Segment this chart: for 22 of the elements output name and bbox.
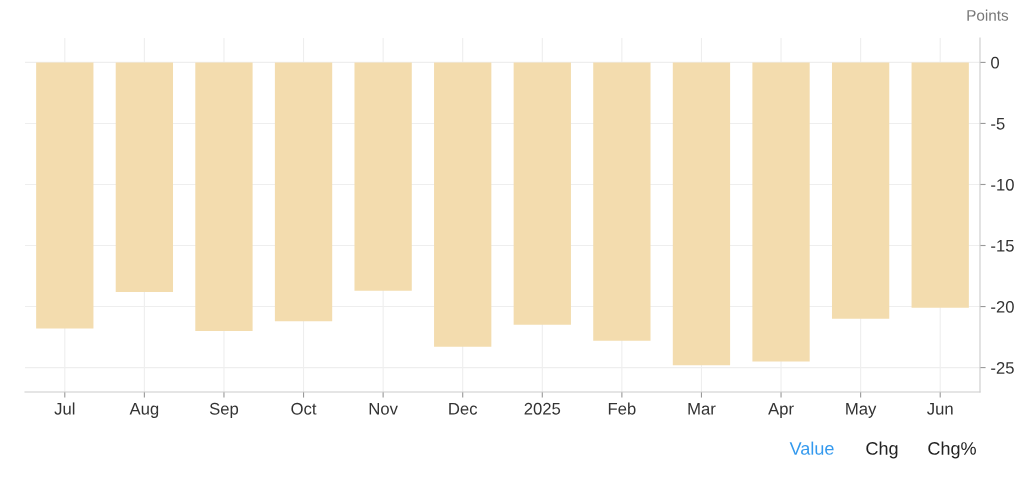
y-tick-label: -15	[991, 240, 1014, 252]
x-tick-label: Nov	[369, 403, 398, 415]
x-tick-label: Jun	[927, 403, 953, 415]
x-tick-label: May	[846, 403, 877, 418]
text: Chg%	[928, 441, 976, 459]
x-tick-label: 2025	[524, 402, 561, 415]
y-tick-label: 0	[991, 56, 1000, 69]
y-tick-label: -20	[991, 300, 1014, 313]
y-tick-label: -10	[991, 178, 1014, 191]
x-tick-label: Mar	[688, 403, 716, 415]
y-tick-label: -5	[991, 118, 1005, 130]
x-tick-label: Sep	[209, 402, 239, 418]
text: Chg	[866, 441, 898, 459]
y-axis-title: Points	[967, 9, 1009, 21]
text: Value	[789, 441, 834, 455]
x-tick-label: Jul	[54, 402, 75, 415]
x-tick-label: Apr	[768, 403, 794, 418]
x-tick-label: Feb	[608, 402, 636, 415]
x-tick-label: Oct	[291, 402, 317, 415]
x-tick-label: Dec	[449, 403, 478, 415]
y-tick-label: -25	[991, 361, 1014, 374]
x-tick-label: Aug	[129, 403, 159, 418]
